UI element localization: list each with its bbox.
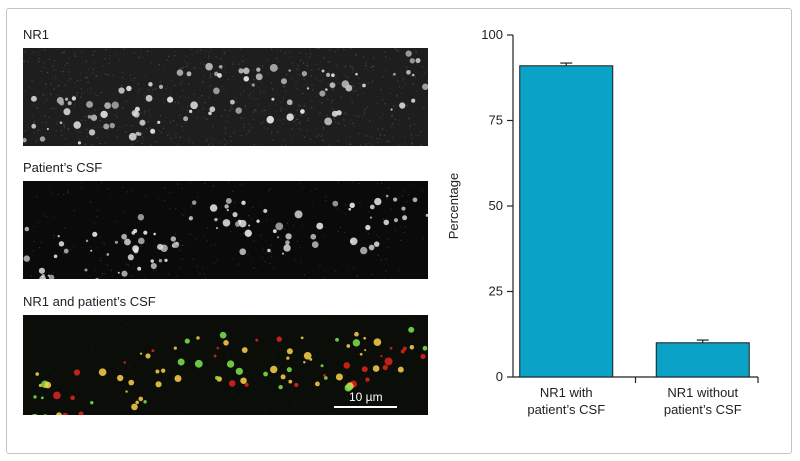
scale-bar-label: 10 µm [349, 390, 383, 404]
panel-label-csf: Patient’s CSF [23, 160, 103, 175]
y-tick-label: 25 [489, 284, 503, 299]
panel-label-nr1: NR1 [23, 27, 50, 42]
bar [655, 342, 750, 378]
y-tick-label: 100 [481, 27, 503, 42]
micrograph-csf [23, 181, 428, 279]
bar-chart: 0 25 50 75 100 Percentage NR1 with patient’s CS… [446, 27, 759, 417]
y-tick-label: 75 [489, 113, 503, 128]
y-tick-label: 0 [496, 369, 503, 384]
bar [519, 65, 614, 378]
y-tick-label: 50 [489, 198, 503, 213]
micrograph-nr1 [23, 48, 428, 146]
x-tick-label: NR1 with [540, 385, 593, 400]
micrograph-merge [23, 315, 428, 415]
x-tick-label: patient’s CSF [664, 402, 742, 417]
x-tick-label: NR1 without [667, 385, 738, 400]
y-axis-label: Percentage [446, 173, 461, 240]
x-tick-label: patient’s CSF [527, 402, 605, 417]
panel-label-merge: NR1 and patient’s CSF [23, 294, 156, 309]
scale-bar [334, 406, 397, 408]
